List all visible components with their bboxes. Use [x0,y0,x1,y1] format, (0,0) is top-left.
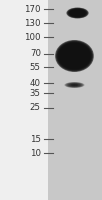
Ellipse shape [74,11,81,15]
Text: 170: 170 [24,4,41,14]
Ellipse shape [69,83,80,87]
Ellipse shape [55,40,94,72]
Ellipse shape [65,82,84,88]
Ellipse shape [63,46,86,66]
FancyBboxPatch shape [0,0,48,200]
Ellipse shape [67,83,82,87]
Ellipse shape [66,49,83,63]
Ellipse shape [57,41,92,71]
Ellipse shape [67,83,82,87]
Ellipse shape [74,11,81,15]
Ellipse shape [59,43,90,69]
Ellipse shape [69,83,80,87]
Ellipse shape [65,48,84,64]
Text: 55: 55 [30,62,41,72]
Text: 70: 70 [30,49,41,58]
Ellipse shape [66,82,83,88]
FancyBboxPatch shape [48,0,102,200]
Ellipse shape [75,12,80,14]
Ellipse shape [64,48,85,64]
Ellipse shape [56,41,93,71]
Ellipse shape [73,11,82,15]
Ellipse shape [75,12,80,14]
Ellipse shape [71,53,78,59]
Ellipse shape [67,50,82,62]
Text: 100: 100 [24,32,41,42]
Ellipse shape [72,10,83,16]
Text: 130: 130 [24,19,41,27]
Ellipse shape [60,44,89,68]
Ellipse shape [67,8,88,18]
Ellipse shape [68,8,87,18]
Ellipse shape [70,9,85,17]
Ellipse shape [73,11,82,15]
Ellipse shape [64,82,85,88]
Ellipse shape [68,83,81,87]
Ellipse shape [69,9,86,17]
Ellipse shape [72,54,77,58]
Ellipse shape [68,51,81,61]
Ellipse shape [71,84,78,86]
Ellipse shape [62,46,87,66]
Ellipse shape [61,45,88,67]
Text: 25: 25 [30,104,41,112]
Ellipse shape [70,9,85,17]
Ellipse shape [68,83,81,87]
Text: 10: 10 [30,148,41,158]
Ellipse shape [69,9,86,17]
Ellipse shape [74,11,81,15]
Ellipse shape [68,50,81,62]
Ellipse shape [69,52,80,60]
Ellipse shape [71,10,84,16]
Ellipse shape [57,42,91,70]
Ellipse shape [68,8,87,18]
Ellipse shape [68,83,81,87]
Ellipse shape [73,11,82,15]
Ellipse shape [70,84,79,86]
Ellipse shape [70,84,79,86]
Ellipse shape [60,44,88,68]
Ellipse shape [65,82,83,88]
Ellipse shape [58,43,91,69]
Ellipse shape [70,52,79,60]
Text: 40: 40 [30,78,41,88]
Ellipse shape [72,10,83,16]
Ellipse shape [66,83,83,87]
Ellipse shape [65,82,84,88]
Ellipse shape [64,47,85,65]
Ellipse shape [71,53,78,59]
Text: 15: 15 [30,134,41,144]
Ellipse shape [68,50,81,62]
Ellipse shape [69,9,86,17]
Text: 35: 35 [30,88,41,98]
Ellipse shape [76,12,79,14]
Ellipse shape [66,7,89,19]
Ellipse shape [67,8,88,18]
Ellipse shape [71,10,84,16]
